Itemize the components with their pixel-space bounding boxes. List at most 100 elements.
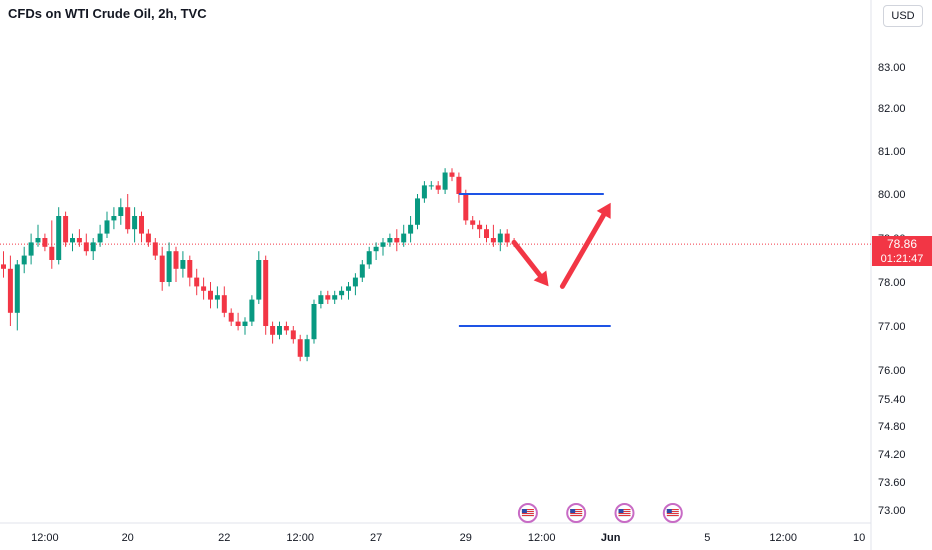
- y-tick-label: 80.00: [878, 189, 906, 201]
- candle-body: [214, 295, 220, 300]
- candle-body: [339, 290, 345, 296]
- candle-body: [387, 238, 393, 243]
- candle-body: [442, 172, 448, 190]
- candle-body: [311, 304, 317, 340]
- currency-button[interactable]: USD: [883, 5, 923, 27]
- y-tick-label: 73.60: [878, 477, 906, 489]
- candle-body: [497, 233, 503, 243]
- candle-body: [166, 251, 172, 282]
- candle-body: [332, 295, 338, 300]
- us-flag-stripe: [521, 509, 534, 510]
- x-tick-label: 29: [460, 532, 472, 544]
- candle-body: [373, 246, 379, 252]
- candle-body: [394, 238, 400, 243]
- trend-arrow-head[interactable]: [596, 202, 611, 219]
- us-flag-stripe: [570, 511, 583, 512]
- candle-body: [63, 216, 69, 243]
- x-tick-label: 12:00: [528, 532, 556, 544]
- candle-body: [180, 260, 186, 269]
- x-tick-label: 22: [218, 532, 230, 544]
- candle-body: [56, 216, 62, 260]
- candle-body: [228, 312, 234, 322]
- candle-body: [145, 233, 151, 243]
- us-flag-stripe: [570, 509, 583, 510]
- x-tick-label: 12:00: [769, 532, 797, 544]
- candle-body: [346, 286, 351, 291]
- candle-body: [325, 295, 331, 300]
- candle-body: [242, 321, 248, 326]
- trend-arrow-shaft[interactable]: [511, 239, 543, 278]
- candle-body: [380, 242, 386, 247]
- candle-body: [484, 229, 489, 238]
- candle-body: [304, 339, 310, 357]
- us-flag-stripe: [666, 511, 679, 512]
- y-tick-label: 81.00: [878, 146, 906, 158]
- x-tick-label: 20: [122, 532, 134, 544]
- trend-arrow-shaft[interactable]: [559, 212, 607, 289]
- y-tick-label: 77.00: [878, 321, 906, 333]
- candle-body: [449, 172, 455, 177]
- us-flag-stripe: [570, 515, 583, 516]
- us-flag-stripe: [618, 515, 631, 516]
- candle-body: [1, 264, 6, 269]
- y-tick-label: 83.00: [878, 62, 906, 74]
- candle-body: [118, 207, 124, 216]
- candle-body: [152, 242, 158, 256]
- y-tick-label: 82.00: [878, 103, 906, 115]
- us-flag-stripe: [521, 515, 534, 516]
- y-tick-label: 74.20: [878, 449, 906, 461]
- y-tick-label: 76.00: [878, 365, 906, 377]
- us-flag-stripe: [618, 513, 631, 514]
- candle-body: [28, 242, 34, 256]
- candle-body: [139, 216, 144, 234]
- us-flag-stripe: [521, 511, 534, 512]
- candle-body: [359, 264, 365, 278]
- y-tick-label: 73.00: [878, 505, 906, 517]
- candle-body: [194, 277, 200, 287]
- candle-body: [76, 238, 82, 243]
- candle-body: [428, 185, 434, 187]
- candle-body: [49, 246, 55, 260]
- trend-arrow-head[interactable]: [533, 270, 549, 287]
- candle-body: [277, 326, 282, 335]
- candle-body: [70, 238, 75, 243]
- candle-body: [14, 264, 20, 313]
- us-flag-canton: [521, 509, 527, 513]
- candle-body: [97, 233, 103, 243]
- y-tick-label: 75.40: [878, 394, 906, 406]
- candle-body: [263, 260, 269, 326]
- candle-body: [401, 233, 407, 243]
- candle-body: [297, 339, 303, 357]
- candle-body: [290, 330, 296, 340]
- us-flag-canton: [666, 509, 672, 513]
- candle-body: [256, 260, 262, 300]
- candle-body: [318, 295, 324, 304]
- candle-body: [221, 295, 227, 313]
- x-tick-label: 12:00: [31, 532, 59, 544]
- candle-body: [283, 326, 289, 331]
- candle-body: [104, 220, 110, 234]
- y-tick-label: 74.80: [878, 421, 906, 433]
- candle-body: [415, 198, 420, 225]
- us-flag-stripe: [521, 513, 534, 514]
- candle-body: [21, 255, 27, 265]
- candle-body: [270, 326, 276, 335]
- candle-body: [42, 238, 48, 247]
- candle-body: [504, 233, 510, 243]
- candle-body: [201, 286, 207, 291]
- candle-body: [90, 242, 96, 252]
- candle-body: [477, 224, 483, 230]
- candle-body: [235, 321, 241, 326]
- us-flag-stripe: [666, 513, 679, 514]
- us-flag-canton: [570, 509, 576, 513]
- us-flag-stripe: [570, 513, 583, 514]
- candle-body: [249, 299, 255, 322]
- chart-title: CFDs on WTI Crude Oil, 2h, TVC: [8, 6, 207, 21]
- us-flag-stripe: [618, 509, 631, 510]
- candle-body: [366, 251, 372, 265]
- candle-body: [132, 216, 138, 230]
- candle-body: [35, 238, 41, 243]
- candle-body: [456, 176, 462, 194]
- candle-body: [159, 255, 165, 282]
